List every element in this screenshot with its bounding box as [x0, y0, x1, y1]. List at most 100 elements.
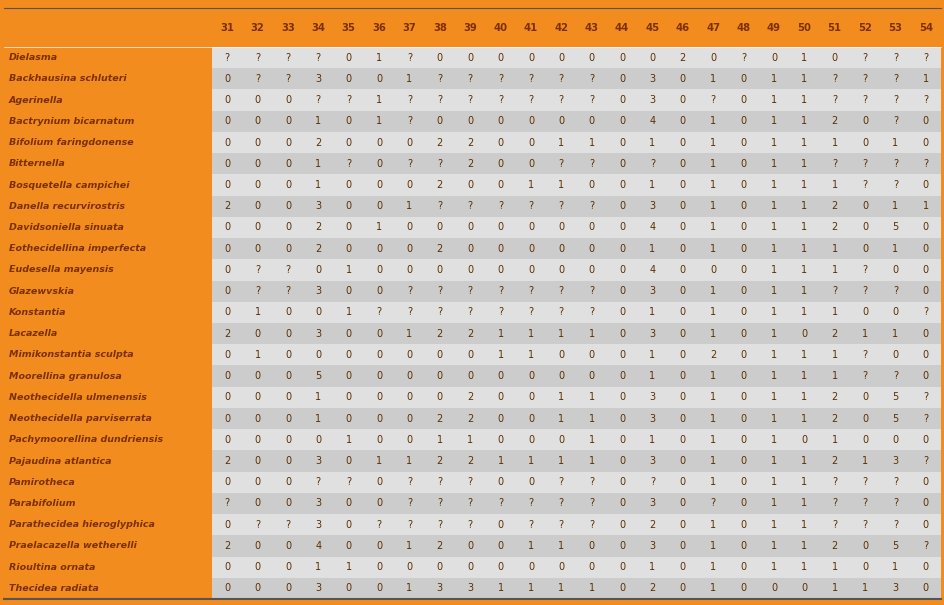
Text: 0: 0 — [376, 392, 381, 402]
Text: 0: 0 — [921, 477, 928, 487]
Text: ?: ? — [315, 477, 321, 487]
Text: 0: 0 — [588, 350, 594, 360]
Bar — [211, 557, 940, 578]
Bar — [211, 68, 940, 90]
Text: ?: ? — [376, 520, 381, 530]
Text: 0: 0 — [284, 414, 291, 424]
Text: 1: 1 — [497, 350, 503, 360]
Text: 0: 0 — [497, 137, 503, 148]
Text: 1: 1 — [770, 414, 776, 424]
Text: 0: 0 — [740, 583, 746, 594]
Text: 0: 0 — [861, 541, 868, 551]
Text: 49: 49 — [767, 22, 780, 33]
Text: 0: 0 — [284, 244, 291, 253]
Text: 1: 1 — [801, 159, 806, 169]
Text: 2: 2 — [466, 414, 473, 424]
Text: ?: ? — [437, 201, 442, 211]
Text: ?: ? — [285, 520, 290, 530]
Text: 36: 36 — [372, 22, 385, 33]
Text: 0: 0 — [921, 583, 928, 594]
Text: 1: 1 — [801, 350, 806, 360]
Text: 3: 3 — [649, 95, 655, 105]
Text: 0: 0 — [406, 414, 413, 424]
Bar — [4, 450, 211, 472]
Text: 0: 0 — [406, 562, 413, 572]
Text: ?: ? — [922, 159, 927, 169]
Text: 0: 0 — [224, 392, 230, 402]
Text: 1: 1 — [770, 392, 776, 402]
Text: 1: 1 — [770, 499, 776, 508]
Text: 0: 0 — [709, 53, 716, 63]
Text: 0: 0 — [740, 223, 746, 232]
Text: 1: 1 — [770, 371, 776, 381]
Text: ?: ? — [315, 53, 321, 63]
Text: 0: 0 — [921, 562, 928, 572]
Text: ?: ? — [255, 53, 260, 63]
Text: 0: 0 — [588, 180, 594, 190]
Text: 3: 3 — [315, 286, 321, 296]
Text: 0: 0 — [497, 477, 503, 487]
Text: 0: 0 — [558, 116, 564, 126]
Text: 54: 54 — [918, 22, 932, 33]
Text: 0: 0 — [588, 223, 594, 232]
Text: Bactrynium bicarnatum: Bactrynium bicarnatum — [9, 117, 134, 126]
Text: 1: 1 — [709, 435, 716, 445]
Text: Davidsoniella sinuata: Davidsoniella sinuata — [9, 223, 124, 232]
Text: 3: 3 — [649, 499, 655, 508]
Text: 1: 1 — [801, 562, 806, 572]
Text: 0: 0 — [740, 541, 746, 551]
Text: 0: 0 — [497, 435, 503, 445]
Text: 1: 1 — [588, 392, 594, 402]
Text: 37: 37 — [402, 22, 416, 33]
Text: ?: ? — [862, 350, 867, 360]
Text: 0: 0 — [740, 477, 746, 487]
Text: ?: ? — [558, 95, 564, 105]
Bar — [4, 344, 211, 365]
Bar — [211, 472, 940, 493]
Bar — [4, 260, 211, 281]
Text: 0: 0 — [740, 520, 746, 530]
Text: 1: 1 — [801, 95, 806, 105]
Text: 0: 0 — [376, 244, 381, 253]
Text: 0: 0 — [740, 562, 746, 572]
Text: 0: 0 — [921, 137, 928, 148]
Text: 0: 0 — [891, 350, 898, 360]
Text: 33: 33 — [280, 22, 295, 33]
Text: 3: 3 — [649, 414, 655, 424]
Text: 3: 3 — [649, 286, 655, 296]
Bar — [4, 217, 211, 238]
Text: 0: 0 — [679, 562, 685, 572]
Text: 0: 0 — [376, 371, 381, 381]
Text: 0: 0 — [315, 435, 321, 445]
Text: ?: ? — [558, 520, 564, 530]
Text: 0: 0 — [740, 95, 746, 105]
Text: 0: 0 — [376, 265, 381, 275]
Text: 0: 0 — [376, 350, 381, 360]
Text: 1: 1 — [770, 541, 776, 551]
Text: 2: 2 — [436, 541, 443, 551]
Text: 2: 2 — [436, 137, 443, 148]
Text: ?: ? — [922, 307, 927, 318]
Text: 0: 0 — [406, 137, 413, 148]
Text: 0: 0 — [528, 137, 533, 148]
Text: 0: 0 — [224, 583, 230, 594]
Text: 0: 0 — [254, 477, 261, 487]
Text: ?: ? — [437, 95, 442, 105]
Text: 0: 0 — [618, 392, 625, 402]
Text: 0: 0 — [466, 53, 473, 63]
Text: ?: ? — [437, 477, 442, 487]
Text: ?: ? — [437, 499, 442, 508]
Text: 2: 2 — [466, 159, 473, 169]
Text: 5: 5 — [315, 371, 321, 381]
Text: 51: 51 — [827, 22, 841, 33]
Text: 1: 1 — [709, 244, 716, 253]
Bar — [211, 195, 940, 217]
Text: 0: 0 — [406, 435, 413, 445]
Text: 1: 1 — [436, 435, 443, 445]
Text: 0: 0 — [224, 116, 230, 126]
Text: ?: ? — [346, 477, 351, 487]
Text: 38: 38 — [432, 22, 447, 33]
Text: ?: ? — [346, 159, 351, 169]
Text: 3: 3 — [649, 456, 655, 466]
Text: 0: 0 — [436, 53, 443, 63]
